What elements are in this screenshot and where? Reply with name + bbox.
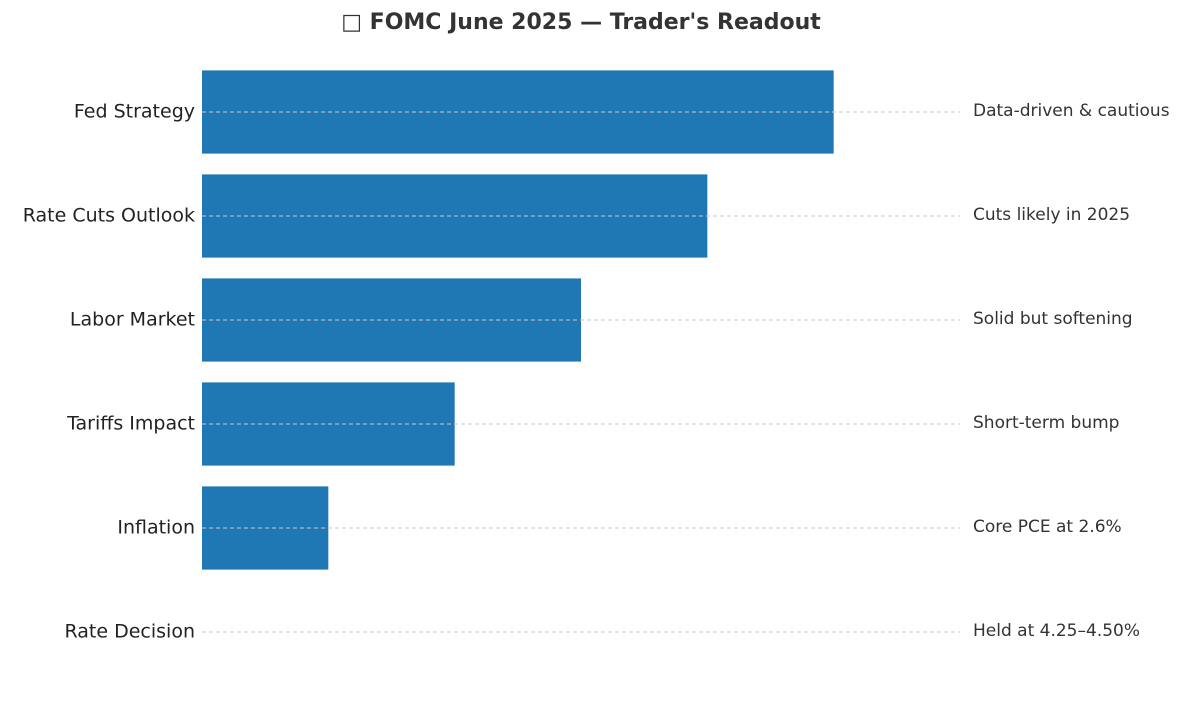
y-tick-label: Tariffs Impact bbox=[66, 413, 195, 435]
annotation: Short-term bump bbox=[973, 413, 1119, 433]
y-tick-label: Fed Strategy bbox=[74, 101, 195, 123]
annotation: Cuts likely in 2025 bbox=[973, 205, 1130, 225]
annotation: Held at 4.25–4.50% bbox=[973, 621, 1140, 641]
y-tick-label: Labor Market bbox=[70, 309, 195, 331]
annotation: Solid but softening bbox=[973, 309, 1133, 329]
y-tick-label: Rate Cuts Outlook bbox=[23, 205, 195, 227]
annotation: Data-driven & cautious bbox=[973, 101, 1170, 121]
y-tick-label: Rate Decision bbox=[65, 621, 196, 643]
chart-title: □ FOMC June 2025 — Trader's Readout bbox=[341, 10, 821, 35]
y-tick-label: Inflation bbox=[117, 517, 195, 539]
annotation: Core PCE at 2.6% bbox=[973, 517, 1122, 537]
